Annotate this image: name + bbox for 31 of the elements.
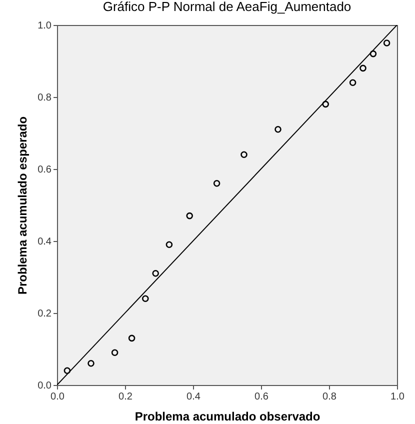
- point: [349, 79, 356, 86]
- point: [383, 40, 390, 46]
- point: [152, 270, 159, 277]
- point: [360, 64, 366, 72]
- chart-title: Gráfico P-P Normal de AeaFig_Aumentado: [102, 0, 352, 14]
- x-tick-label: 1.0: [390, 392, 405, 402]
- x-tick-label: 0.0: [50, 392, 65, 402]
- x-tick-label: 0.2: [118, 392, 133, 402]
- point: [88, 360, 94, 367]
- point: [186, 212, 193, 220]
- point: [64, 367, 71, 374]
- y-tick-label: 0.4: [38, 236, 52, 248]
- point: [274, 126, 282, 133]
- x-axis-title: Problema acumulado observado: [134, 410, 320, 424]
- y-tick-label: 0.0: [38, 380, 52, 392]
- point: [240, 151, 248, 158]
- point: [213, 180, 220, 187]
- point: [322, 100, 329, 108]
- point: [166, 241, 173, 248]
- y-tick-label: 1.0: [38, 20, 52, 32]
- point: [111, 349, 118, 356]
- y-tick-label: 0.8: [38, 92, 52, 104]
- point: [128, 334, 136, 342]
- y-tick-label: 0.6: [38, 164, 52, 176]
- y-axis-title: Problema acumulado esperado: [16, 116, 30, 295]
- y-tick-label: 0.2: [38, 308, 52, 320]
- point: [370, 50, 377, 58]
- x-tick-label: 0.4: [186, 392, 201, 402]
- x-tick-label: 0.6: [254, 392, 269, 402]
- point: [142, 295, 149, 302]
- x-tick-label: 0.8: [322, 392, 337, 402]
